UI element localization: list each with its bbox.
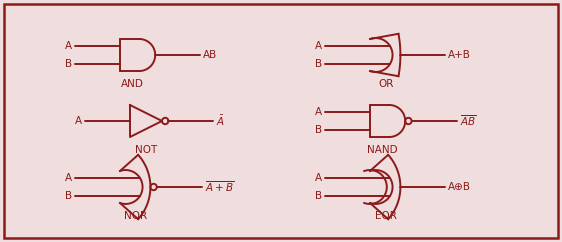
- Text: B: B: [65, 191, 72, 201]
- Text: NOR: NOR: [124, 211, 147, 221]
- Text: $\bar{A}$: $\bar{A}$: [216, 114, 225, 128]
- Text: A: A: [65, 173, 72, 183]
- Text: EOR: EOR: [375, 211, 397, 221]
- Text: B: B: [315, 59, 322, 69]
- Text: AB: AB: [203, 50, 217, 60]
- Text: OR: OR: [378, 79, 393, 89]
- Text: A⊕B: A⊕B: [448, 182, 472, 192]
- Text: B: B: [65, 59, 72, 69]
- Text: NAND: NAND: [368, 145, 398, 155]
- Text: NOT: NOT: [135, 145, 157, 155]
- Text: A: A: [315, 107, 322, 117]
- Text: AND: AND: [121, 79, 144, 89]
- Text: A+B: A+B: [448, 50, 472, 60]
- Text: $\overline{AB}$: $\overline{AB}$: [460, 114, 477, 128]
- Text: A: A: [315, 173, 322, 183]
- Text: B: B: [315, 191, 322, 201]
- Text: $\overline{A+B}$: $\overline{A+B}$: [205, 180, 234, 194]
- Text: A: A: [75, 116, 82, 126]
- Text: B: B: [315, 125, 322, 135]
- Text: A: A: [315, 41, 322, 51]
- Text: A: A: [65, 41, 72, 51]
